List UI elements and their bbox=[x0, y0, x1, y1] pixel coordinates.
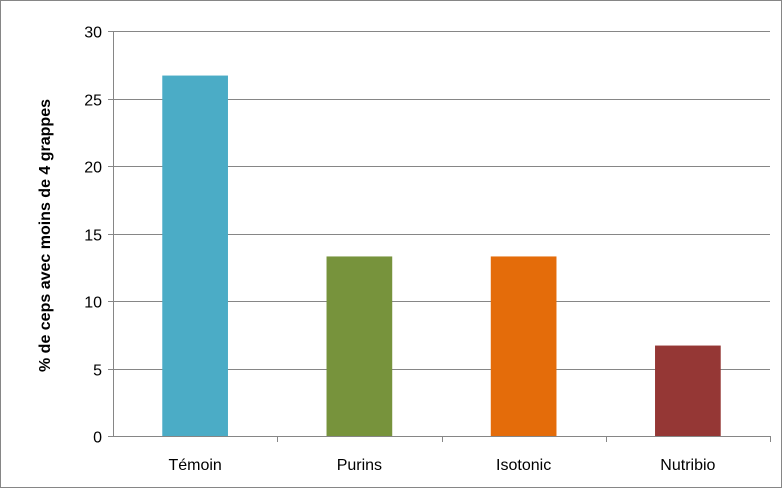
bar-3 bbox=[490, 256, 557, 436]
x-tick-labels: Témoin Purins Isotonic Nutribio bbox=[168, 457, 715, 474]
bar-2 bbox=[326, 256, 393, 436]
y-tick-label: 10 bbox=[84, 295, 102, 312]
x-category-label: Purins bbox=[337, 457, 382, 474]
bar-1 bbox=[162, 75, 228, 437]
y-tick-labels: 0 5 10 15 20 25 30 bbox=[84, 25, 102, 447]
y-tick-label: 5 bbox=[93, 363, 102, 380]
y-axis-title: % de ceps avec moins de 4 grappes bbox=[37, 99, 54, 372]
x-category-label: Témoin bbox=[168, 457, 221, 474]
bar-4 bbox=[655, 345, 721, 436]
y-tick-label: 20 bbox=[84, 160, 102, 177]
y-tick-label: 0 bbox=[93, 430, 102, 447]
x-category-label: Nutribio bbox=[660, 457, 715, 474]
y-tick-label: 30 bbox=[84, 25, 102, 42]
axes bbox=[108, 31, 771, 442]
y-tick-label: 15 bbox=[84, 228, 102, 245]
y-tick-label: 25 bbox=[84, 93, 102, 110]
bars bbox=[162, 75, 721, 437]
x-category-label: Isotonic bbox=[496, 457, 551, 474]
